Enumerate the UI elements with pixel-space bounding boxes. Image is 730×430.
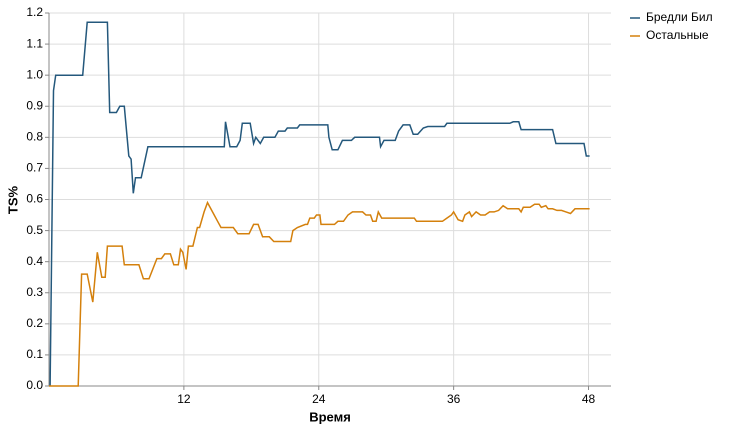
x-tick-label: 24 bbox=[312, 392, 326, 406]
y-tick-label: 1.0 bbox=[26, 67, 43, 81]
y-tick-label: 0.3 bbox=[26, 285, 43, 299]
y-tick-label: 0.0 bbox=[26, 378, 43, 392]
x-axis-title: Время bbox=[309, 409, 351, 424]
series-line bbox=[49, 21, 590, 387]
y-tick-label: 1.2 bbox=[26, 5, 43, 19]
y-tick-label: 0.9 bbox=[26, 98, 43, 112]
y-tick-label: 0.6 bbox=[26, 192, 43, 206]
y-tick-label: 0.8 bbox=[26, 130, 43, 144]
series-line bbox=[49, 200, 590, 387]
y-tick-label: 0.5 bbox=[26, 223, 43, 237]
x-tick-label: 12 bbox=[177, 392, 191, 406]
y-tick-label: 0.2 bbox=[26, 316, 43, 330]
y-tick-label: 0.1 bbox=[26, 347, 43, 361]
y-tick-label: 0.7 bbox=[26, 161, 43, 175]
y-tick-label: 1.1 bbox=[26, 36, 43, 50]
y-axis-title: TS% bbox=[5, 185, 20, 214]
legend-label: Бредли Бил bbox=[646, 10, 713, 24]
legend-label: Остальные bbox=[646, 28, 709, 42]
x-tick-label: 48 bbox=[582, 392, 596, 406]
y-tick-label: 0.4 bbox=[26, 254, 43, 268]
x-tick-label: 36 bbox=[447, 392, 461, 406]
